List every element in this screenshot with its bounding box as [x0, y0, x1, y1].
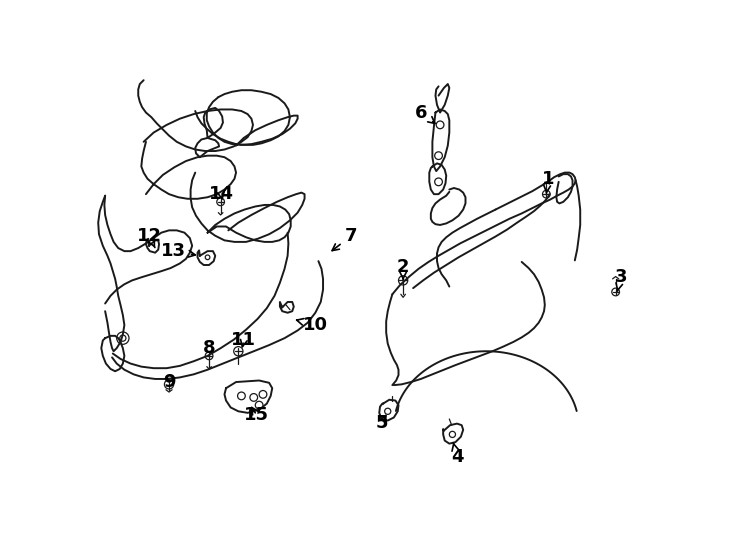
Text: 6: 6	[415, 104, 435, 124]
Text: 1: 1	[542, 170, 554, 193]
Text: 5: 5	[376, 414, 388, 432]
Text: 10: 10	[297, 316, 328, 334]
Text: 14: 14	[208, 185, 233, 203]
Text: 8: 8	[203, 339, 215, 357]
Text: 15: 15	[244, 406, 269, 424]
Text: 9: 9	[163, 373, 175, 391]
Text: 13: 13	[161, 242, 195, 260]
Text: 3: 3	[615, 267, 628, 291]
Text: 12: 12	[137, 227, 161, 247]
Text: 11: 11	[231, 332, 256, 349]
Text: 7: 7	[332, 227, 357, 251]
Text: 4: 4	[451, 443, 463, 467]
Text: 2: 2	[397, 258, 410, 279]
